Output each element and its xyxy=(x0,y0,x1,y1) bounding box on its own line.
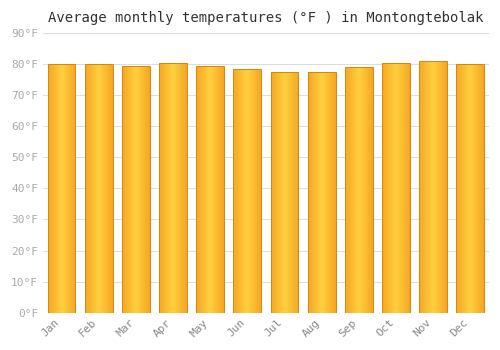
Bar xyxy=(419,61,447,313)
Bar xyxy=(234,69,262,313)
Bar xyxy=(85,64,112,313)
Title: Average monthly temperatures (°F ) in Montongtebolak: Average monthly temperatures (°F ) in Mo… xyxy=(48,11,484,25)
Bar xyxy=(270,72,298,313)
Bar xyxy=(382,63,410,313)
Bar xyxy=(159,63,187,313)
Bar xyxy=(456,64,484,313)
Bar xyxy=(345,67,373,313)
Bar xyxy=(48,64,76,313)
Bar xyxy=(122,66,150,313)
Bar xyxy=(196,66,224,313)
Bar xyxy=(308,72,336,313)
